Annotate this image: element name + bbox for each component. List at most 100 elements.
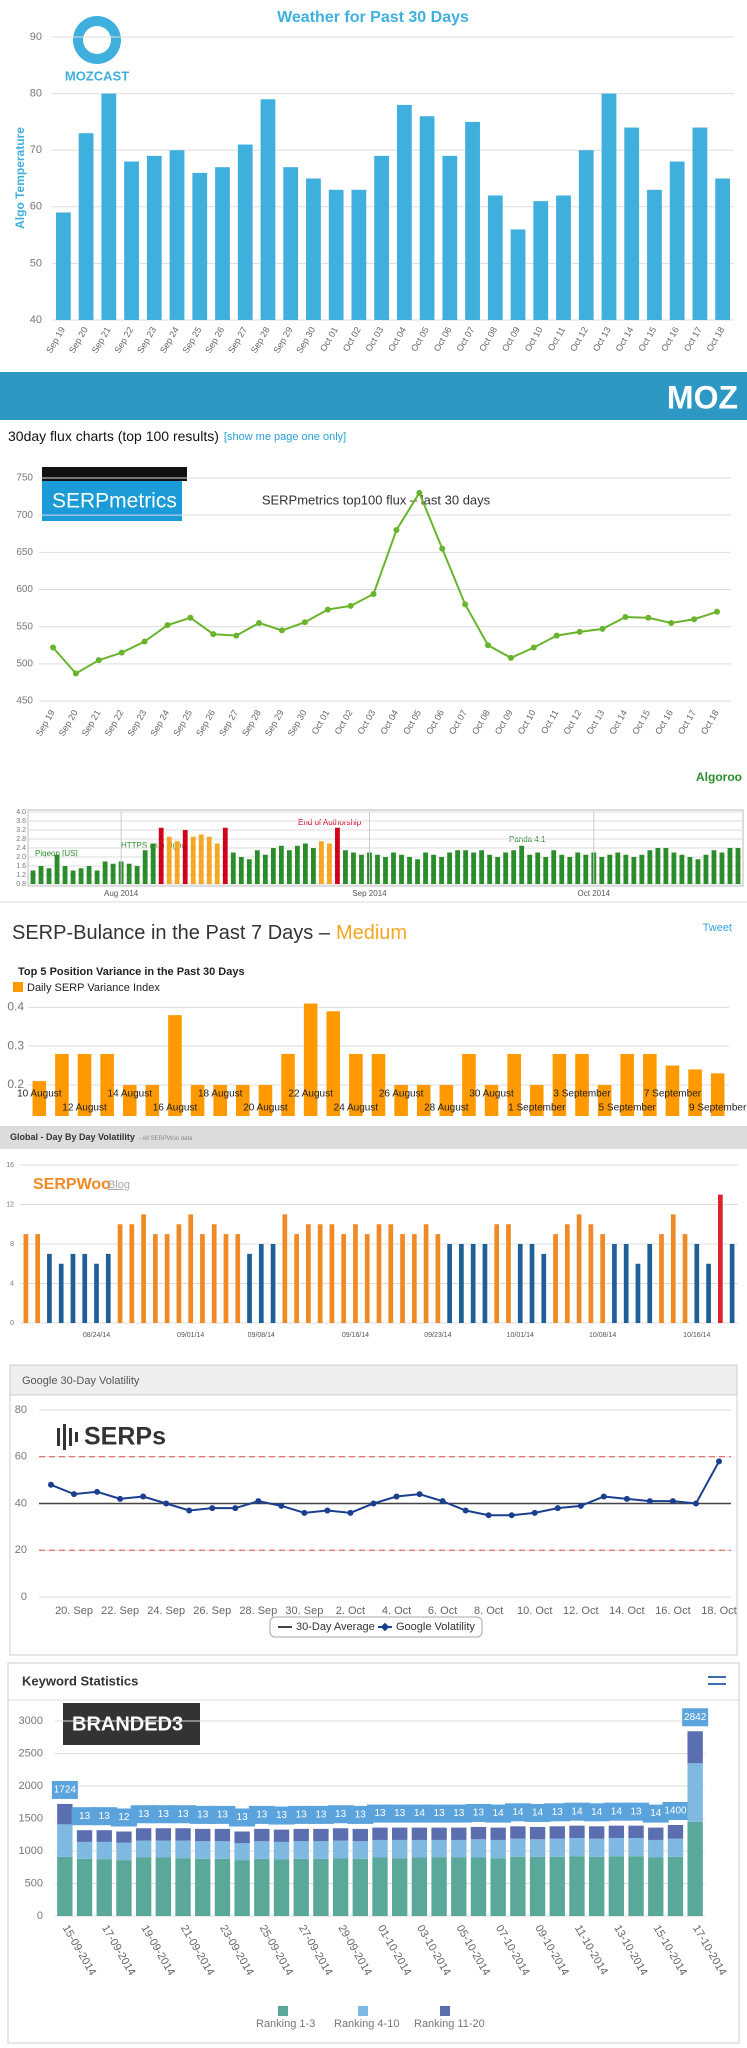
y-tick-label: 40 (30, 314, 42, 326)
bar-segment (234, 1843, 250, 1861)
point (577, 1502, 584, 1509)
banner (0, 372, 747, 420)
bar (400, 1234, 405, 1323)
bar (559, 854, 565, 884)
bar (503, 852, 509, 884)
bar (631, 857, 637, 884)
total-label-box (71, 1807, 98, 1826)
bar (302, 843, 308, 884)
bar-segment (273, 1829, 290, 1842)
bar-segment (529, 1856, 546, 1916)
bar (510, 229, 526, 320)
chart-title: SERPmetrics top100 flux – last 30 days (262, 492, 491, 507)
bar (511, 850, 517, 884)
logo-icon (83, 26, 111, 54)
bar (188, 1214, 194, 1323)
bar (142, 850, 148, 884)
bar-segment (214, 1841, 231, 1859)
bar (94, 870, 100, 884)
bar-segment (175, 1840, 191, 1859)
bar (439, 1084, 454, 1116)
bar-segment (451, 1839, 467, 1858)
bar-segment (529, 1839, 546, 1857)
bar (533, 201, 549, 320)
bar-segment (96, 1841, 112, 1860)
bar (146, 155, 162, 320)
bar (169, 150, 185, 320)
y-tick-label: 450 (16, 696, 33, 707)
bar (282, 1214, 288, 1323)
total-label: 13 (315, 1810, 327, 1821)
y-tick-label: 3000 (19, 1715, 43, 1727)
bar (82, 1253, 88, 1323)
bar (70, 870, 76, 884)
chart-title: Weather for Past 30 Days (277, 9, 469, 26)
bar-segment (116, 1860, 132, 1916)
total-label: 14 (414, 1808, 426, 1819)
total-label: 13 (453, 1808, 465, 1819)
legend-swatch (358, 2006, 368, 2016)
bar (35, 1234, 41, 1323)
bar (30, 870, 36, 884)
total-label-box (583, 1803, 610, 1822)
total-label-box (504, 1803, 531, 1822)
point (209, 1505, 216, 1512)
bar (150, 843, 156, 884)
bar (303, 1003, 318, 1116)
point (393, 527, 400, 534)
x-tick-label: 18. Oct (701, 1605, 736, 1617)
point (164, 622, 171, 629)
settings-icon[interactable] (708, 1676, 726, 1685)
bar (435, 1234, 441, 1323)
chart-header: Global - Day By Day Volatility - All SERP… (10, 1132, 193, 1142)
bar-segment (628, 1856, 644, 1916)
point (347, 602, 354, 609)
bar-segment (451, 1857, 467, 1916)
bar (32, 1081, 47, 1116)
header-link[interactable]: [show me page one only] (224, 431, 346, 443)
bar-segment (57, 1803, 73, 1825)
bar (519, 845, 525, 884)
bar (286, 850, 292, 884)
point (324, 606, 331, 613)
total-label-box (130, 1805, 157, 1824)
total-label-box (544, 1803, 571, 1822)
bar (470, 1244, 476, 1323)
bar-segment (667, 1856, 684, 1916)
y-tick-label: 8 (10, 1241, 14, 1248)
x-tick-label: 12. Oct (563, 1605, 598, 1617)
bar-segment (372, 1827, 388, 1840)
point (48, 1481, 54, 1488)
bar (465, 121, 480, 321)
bar (294, 845, 300, 884)
logo-icon (57, 1424, 78, 1450)
y-tick-label: 60 (30, 201, 42, 213)
bar-segment (155, 1857, 172, 1916)
bar-segment (549, 1838, 565, 1857)
bar (463, 850, 469, 884)
bar (471, 852, 477, 884)
tweet-link[interactable]: Tweet (703, 922, 732, 934)
bar (86, 866, 92, 884)
bar (530, 1084, 544, 1116)
total-label: 2842 (684, 1712, 707, 1723)
bar (423, 852, 428, 884)
total-label-box (682, 1708, 709, 1727)
total-label: 13 (99, 1811, 111, 1822)
bar (236, 1084, 250, 1116)
point (554, 1505, 561, 1512)
x-tick-label: 22 August (288, 1089, 333, 1100)
point (301, 619, 308, 626)
bar (310, 848, 316, 884)
y-axis-label: Algo Temperature (13, 127, 27, 229)
point (117, 1495, 124, 1502)
bar-segment (549, 1826, 565, 1839)
bar (182, 830, 188, 884)
total-label: 13 (473, 1808, 485, 1819)
bar (46, 868, 52, 884)
blog-link[interactable]: Blog (108, 1179, 130, 1191)
bar-segment (392, 1827, 408, 1840)
total-label-box (229, 1808, 256, 1827)
logo: SERPs (84, 1423, 166, 1451)
